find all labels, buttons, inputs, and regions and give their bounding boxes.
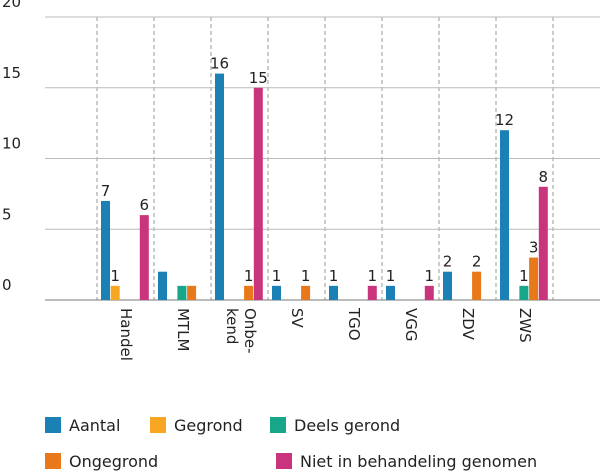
bar	[443, 271, 452, 300]
x-tick-label: ZDV	[459, 308, 477, 341]
data-label: 1	[386, 267, 396, 285]
bar	[253, 87, 263, 300]
bar	[329, 285, 338, 300]
bar	[301, 285, 311, 300]
x-tick-label: SV	[288, 308, 306, 329]
y-tick-label: 15	[2, 64, 21, 82]
legend-swatch	[276, 453, 292, 469]
data-label: 16	[210, 55, 229, 73]
bar	[177, 285, 187, 300]
data-label: 7	[101, 182, 111, 200]
x-tick-label: MTLM	[174, 308, 192, 351]
bar	[386, 285, 395, 300]
x-tick-label: Onbe-kend	[223, 308, 259, 353]
x-tick-label: TGO	[345, 307, 363, 341]
legend-label: Aantal	[69, 416, 120, 435]
data-label: 2	[443, 253, 453, 271]
bar	[500, 130, 509, 300]
data-label: 1	[244, 267, 254, 285]
data-label: 6	[140, 196, 150, 214]
legend-swatch	[45, 417, 61, 433]
bar	[529, 257, 539, 300]
y-tick-label: 0	[2, 276, 12, 294]
data-label: 2	[472, 253, 482, 271]
legend-swatch	[45, 453, 61, 469]
legend-label: Ongegrond	[69, 452, 158, 471]
bar	[472, 271, 482, 300]
data-label: 3	[529, 239, 539, 257]
legend-label: Deels gerond	[294, 416, 400, 435]
bar	[139, 215, 149, 300]
y-tick-label: 10	[2, 135, 21, 153]
bar	[187, 285, 197, 300]
bar	[158, 271, 167, 300]
data-label: 8	[539, 168, 549, 186]
data-label: 12	[495, 111, 514, 129]
bar	[424, 285, 434, 300]
bar	[215, 73, 224, 300]
bar	[538, 186, 548, 300]
bar	[519, 285, 529, 300]
bar	[101, 200, 110, 300]
data-label: 1	[425, 267, 435, 285]
bar	[244, 285, 254, 300]
data-label: 1	[329, 267, 339, 285]
data-label: 1	[519, 267, 529, 285]
bar	[272, 285, 281, 300]
legend-swatch	[270, 417, 286, 433]
data-label: 1	[301, 267, 311, 285]
data-label: 1	[110, 267, 120, 285]
x-tick-label: ZWS	[516, 308, 534, 343]
data-label: 1	[272, 267, 282, 285]
y-tick-label: 20	[2, 0, 21, 11]
data-label: 15	[249, 69, 268, 87]
legend-label: Gegrond	[174, 416, 243, 435]
legend-swatch	[150, 417, 166, 433]
data-label: 1	[368, 267, 378, 285]
bar	[367, 285, 377, 300]
x-tick-label: Handel	[117, 308, 135, 361]
y-tick-label: 5	[2, 205, 12, 223]
x-tick-label: VGG	[402, 308, 420, 342]
bar	[110, 285, 120, 300]
legend-label: Niet in behandeling genomen	[300, 452, 537, 471]
